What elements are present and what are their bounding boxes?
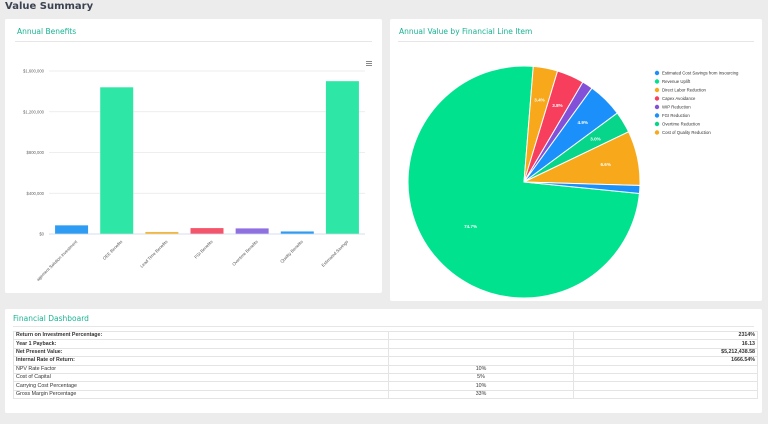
legend-item: Estimated Cost Savings from Insourcing bbox=[662, 71, 739, 76]
x-tick-label: FGI Benefits bbox=[193, 239, 213, 259]
financial-dashboard-table: Return on Investment Percentage: 2314% Yea… bbox=[13, 330, 758, 400]
legend-marker bbox=[654, 96, 660, 101]
legend-marker bbox=[654, 87, 660, 93]
y-tick-label: $1,200,000 bbox=[23, 109, 45, 114]
bar bbox=[145, 231, 179, 234]
table-cell: 1666.54% bbox=[573, 356, 758, 366]
card-divider bbox=[13, 326, 754, 327]
table-cell bbox=[573, 381, 758, 391]
table-cell: 33% bbox=[388, 389, 574, 400]
bar bbox=[325, 81, 359, 234]
annual-benefits-chart: $0 $400,000 $800,000 $1,200,000 $1,600,000 ag… bbox=[23, 69, 365, 282]
table-cell: Return on Investment Percentage: bbox=[13, 330, 389, 341]
y-tick-label: $400,000 bbox=[27, 191, 45, 196]
x-tick-label: Overtime Benefits bbox=[231, 239, 259, 267]
legend-marker bbox=[654, 113, 660, 118]
bar bbox=[100, 87, 134, 234]
bar bbox=[280, 231, 314, 234]
card-divider bbox=[15, 41, 372, 42]
table-cell: 16.13 bbox=[573, 339, 758, 349]
table-row: Net Present Value: $5,212,438.58 bbox=[13, 347, 758, 358]
table-row: Internal Rate of Return: 1666.54% bbox=[13, 356, 758, 366]
table-cell bbox=[388, 347, 574, 358]
legend-item: Cost of Quality Reduction bbox=[662, 130, 711, 135]
table-cell: NPV Rate Factor bbox=[13, 364, 389, 374]
table-cell bbox=[388, 339, 574, 349]
pie-slice bbox=[523, 181, 641, 194]
annual-value-card: Annual Value by Financial Line Item 74.7… bbox=[390, 19, 762, 301]
pie-chart-title: Annual Value by Financial Line Item bbox=[399, 27, 533, 36]
pie-data-label: 74.7% bbox=[464, 224, 477, 229]
legend-marker bbox=[654, 79, 660, 84]
hamburger-menu-icon[interactable] bbox=[366, 61, 372, 66]
legend-marker bbox=[654, 121, 660, 127]
x-tick-label: agement Solution Investment bbox=[35, 239, 78, 282]
table-cell: 10% bbox=[388, 381, 574, 391]
page-title: Value Summary bbox=[5, 1, 94, 12]
table-cell: Year 1 Payback: bbox=[13, 339, 389, 349]
legend-item: Revenue Uplift bbox=[662, 79, 691, 84]
y-tick-label: $800,000 bbox=[27, 150, 45, 155]
bar bbox=[235, 228, 269, 234]
table-cell: Net Present Value: bbox=[13, 347, 389, 358]
legend-item: Capex Avoidance bbox=[662, 96, 696, 101]
table-row: Year 1 Payback: 16.13 bbox=[13, 339, 758, 349]
x-tick-label: Estimated Savings bbox=[320, 239, 349, 268]
pie-data-label: 3.8% bbox=[552, 103, 562, 108]
y-tick-label: $0 bbox=[39, 232, 44, 237]
table-row: Return on Investment Percentage: 2314% bbox=[13, 330, 758, 341]
legend-marker bbox=[654, 130, 660, 135]
financial-dashboard-card: Financial Dashboard Return on Investment… bbox=[5, 309, 762, 413]
table-row: Gross Margin Percentage 33% bbox=[13, 389, 758, 400]
table-cell bbox=[388, 330, 574, 341]
x-tick-label: Quality Benefits bbox=[279, 239, 304, 264]
legend-marker bbox=[654, 104, 660, 110]
table-cell: Cost of Capital bbox=[13, 372, 389, 383]
annual-benefits-card: Annual Benefits $0 $400,000 $800,000 $1,200… bbox=[5, 19, 382, 293]
legend-item: Overtime Reduction bbox=[662, 122, 701, 127]
table-cell bbox=[388, 356, 574, 366]
table-cell: 10% bbox=[388, 364, 574, 374]
legend-item: FGI Reduction bbox=[662, 113, 690, 118]
annual-benefits-title: Annual Benefits bbox=[17, 27, 77, 36]
x-tick-label: Lead Time Benefits bbox=[139, 239, 169, 269]
pie-data-label: 6.6% bbox=[600, 162, 610, 167]
table-cell: $5,212,438.58 bbox=[573, 347, 758, 358]
table-cell bbox=[573, 389, 758, 400]
bar bbox=[190, 228, 224, 234]
pie-data-label: 3.0% bbox=[590, 136, 600, 141]
legend-marker bbox=[654, 70, 660, 76]
table-cell: Gross Margin Percentage bbox=[13, 389, 389, 400]
legend-item: WIP Reduction bbox=[662, 105, 691, 110]
table-cell: 2314% bbox=[573, 330, 758, 341]
pie-data-label: 3.4% bbox=[534, 97, 544, 102]
table-row: Carrying Cost Percentage 10% bbox=[13, 381, 758, 391]
table-row: NPV Rate Factor 10% bbox=[13, 364, 758, 374]
table-cell: Internal Rate of Return: bbox=[13, 356, 389, 366]
table-row: Cost of Capital 5% bbox=[13, 372, 758, 383]
table-cell bbox=[573, 364, 758, 374]
y-tick-label: $1,600,000 bbox=[23, 69, 45, 74]
table-cell bbox=[573, 372, 758, 383]
bar bbox=[55, 225, 89, 234]
annual-value-pie-chart: 74.7% 3.4% 3.8% 4.9% 3.0% 6.6% Estimated Cost … bbox=[407, 65, 739, 299]
financial-dashboard-title: Financial Dashboard bbox=[13, 314, 89, 323]
legend-item: Direct Labor Reduction bbox=[662, 88, 707, 93]
table-cell: 5% bbox=[388, 372, 574, 383]
pie-data-label: 4.9% bbox=[578, 120, 588, 125]
card-divider bbox=[398, 41, 754, 42]
x-tick-label: OEE Benefits bbox=[102, 239, 124, 261]
table-cell: Carrying Cost Percentage bbox=[13, 381, 389, 391]
